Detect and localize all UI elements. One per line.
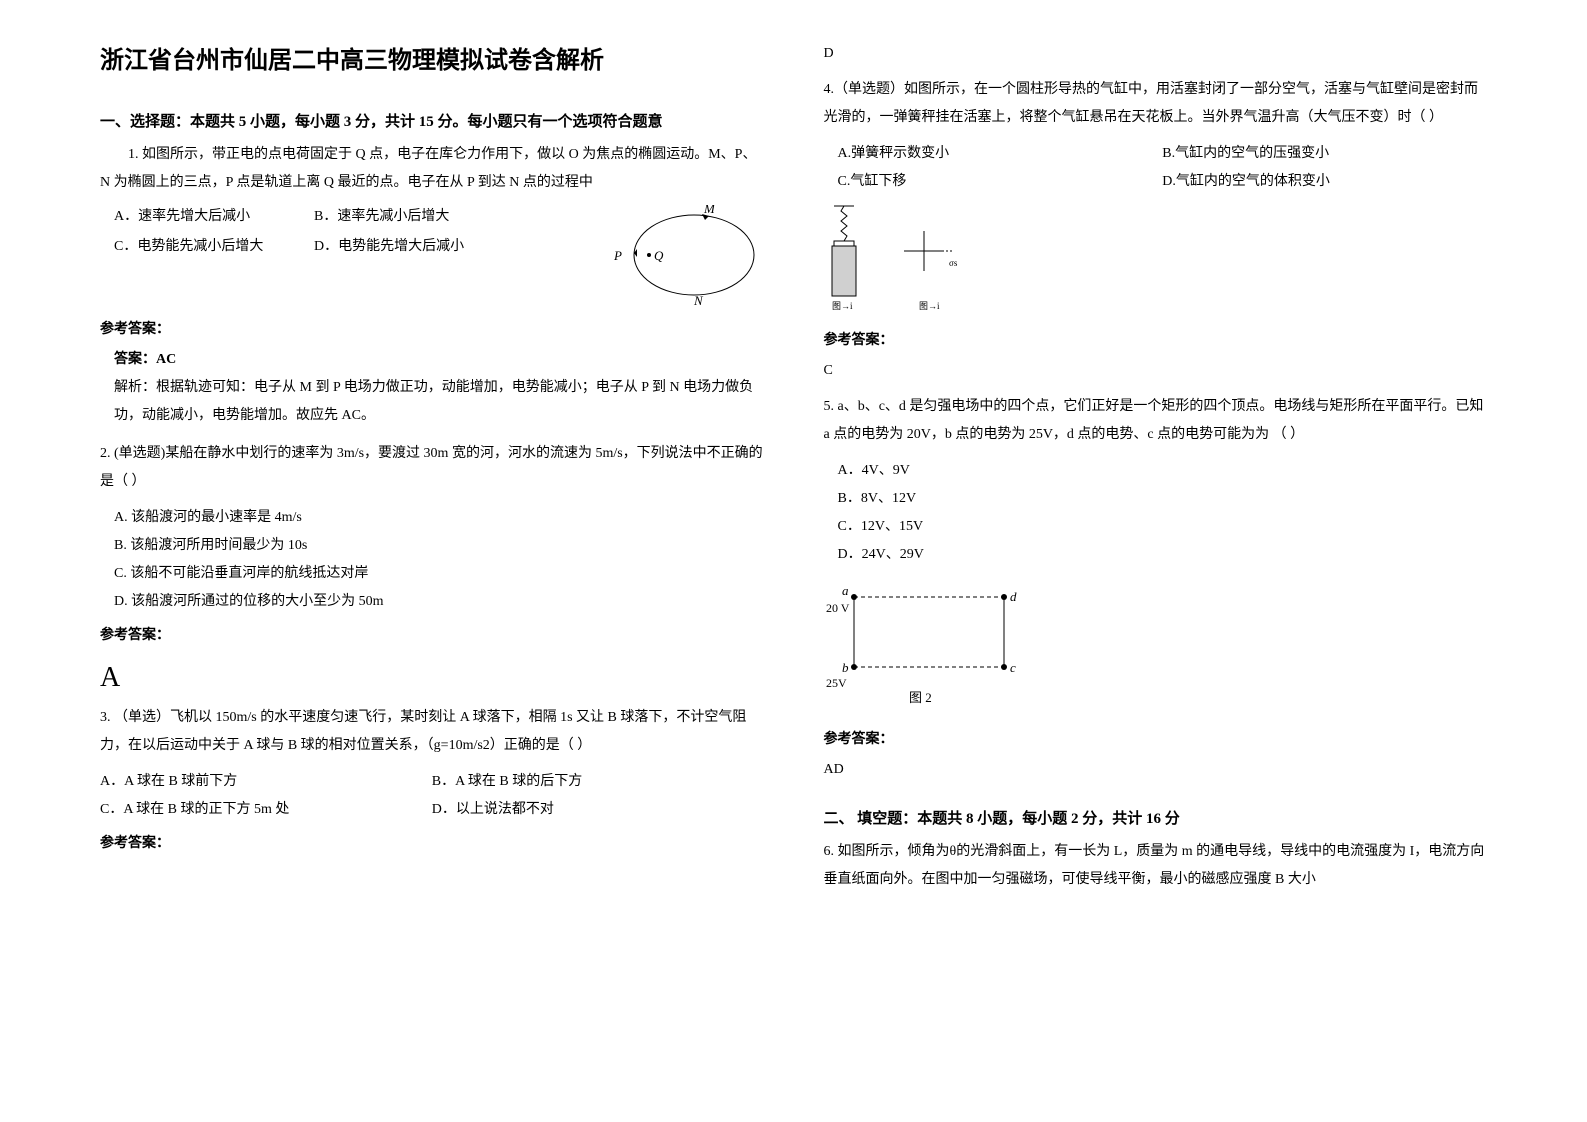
svg-text:σs: σs: [949, 258, 958, 268]
q5-answer-label: 参考答案：: [824, 728, 1488, 748]
q4-figure: 图→i σs 图→i: [824, 201, 1488, 316]
q2-optC: C. 该船不可能沿垂直河岸的航线抵达对岸: [114, 560, 764, 588]
q4-text: 4.（单选题）如图所示，在一个圆柱形导热的气缸中，用活塞封闭了一部分空气，活塞与…: [824, 76, 1488, 132]
q5-label-d: d: [1010, 589, 1017, 604]
q1-answer-label: 参考答案：: [100, 318, 764, 338]
q2-optA: A. 该船渡河的最小速率是 4m/s: [114, 504, 764, 532]
q4-answer: C: [824, 357, 1488, 385]
section1-header: 一、选择题：本题共 5 小题，每小题 3 分，共计 15 分。每小题只有一个选项…: [100, 110, 764, 131]
q5-label-b: b: [842, 660, 849, 675]
q3-text: 3. （单选）飞机以 150m/s 的水平速度匀速飞行，某时刻让 A 球落下，相…: [100, 704, 764, 760]
q5-optA: A．4V、9V: [838, 457, 1488, 485]
q5-label-c: c: [1010, 660, 1016, 675]
q4-fig-right-label: 图→i: [919, 301, 940, 311]
q5-optC: C．12V、15V: [838, 513, 1488, 541]
q4-optD: D.气缸内的空气的体积变小: [1162, 168, 1487, 196]
q1-optC: C．电势能先减小后增大: [114, 235, 294, 255]
q3-optC: C．A 球在 B 球的正下方 5m 处: [100, 796, 432, 824]
q2-text: 2. (单选题)某船在静水中划行的速率为 3m/s，要渡过 30m 宽的河，河水…: [100, 440, 764, 496]
q5-label-25v: 25V: [826, 676, 847, 690]
q1-optD: D．电势能先增大后减小: [314, 235, 494, 255]
q1-figure: P Q M N: [604, 205, 764, 310]
q4-answer-label: 参考答案：: [824, 329, 1488, 349]
section2-header: 二、 填空题：本题共 8 小题，每小题 2 分，共计 16 分: [824, 807, 1488, 828]
q5-caption: 图 2: [909, 690, 932, 705]
q5-label-20v: 20 V: [826, 601, 850, 615]
q6-text: 6. 如图所示，倾角为θ的光滑斜面上，有一长为 L，质量为 m 的通电导线，导线…: [824, 838, 1488, 894]
q2-optB: B. 该船渡河所用时间最少为 10s: [114, 532, 764, 560]
q3-optB: B．A 球在 B 球的后下方: [432, 768, 764, 796]
q1-label-M: M: [703, 205, 716, 216]
q5-optD: D．24V、29V: [838, 541, 1488, 569]
q1-figure-row: A．速率先增大后减小 B．速率先减小后增大 C．电势能先减小后增大 D．电势能先…: [100, 205, 764, 310]
q1-optB: B．速率先减小后增大: [314, 205, 494, 225]
right-column: D 4.（单选题）如图所示，在一个圆柱形导热的气缸中，用活塞封闭了一部分空气，活…: [824, 40, 1488, 1082]
q4-optC: C.气缸下移: [838, 168, 1163, 196]
q5-optB: B．8V、12V: [838, 485, 1488, 513]
q1-label-Q: Q: [654, 248, 664, 263]
paper-title: 浙江省台州市仙居二中高三物理模拟试卷含解析: [100, 40, 764, 75]
q5-label-a: a: [842, 583, 849, 598]
q5-text: 5. a、b、c、d 是匀强电场中的四个点，它们正好是一个矩形的四个顶点。电场线…: [824, 393, 1488, 449]
q3-optD: D．以上说法都不对: [432, 796, 764, 824]
q2-optD: D. 该船渡河所通过的位移的大小至少为 50m: [114, 588, 764, 616]
q4-optA: A.弹簧秤示数变小: [838, 140, 1163, 168]
q4-optB: B.气缸内的空气的压强变小: [1162, 140, 1487, 168]
q1-label-N: N: [693, 293, 704, 305]
q4-fig-left-label: 图→i: [832, 301, 853, 311]
q1-explanation: 解析：根据轨迹可知：电子从 M 到 P 电场力做正功，动能增加，电势能减小；电子…: [114, 374, 764, 430]
q3-answer-label: 参考答案：: [100, 832, 764, 852]
q1-answer: 答案：AC: [114, 346, 764, 374]
q3-optA: A．A 球在 B 球前下方: [100, 768, 432, 796]
q1-optA: A．速率先增大后减小: [114, 205, 294, 225]
q1-label-P: P: [613, 248, 622, 263]
q1-text: 1. 如图所示，带正电的点电荷固定于 Q 点，电子在库仑力作用下，做以 O 为焦…: [100, 141, 764, 197]
q2-answer: A: [100, 662, 764, 694]
q3-answer: D: [824, 40, 1488, 68]
q5-answer: AD: [824, 756, 1488, 784]
q5-figure: a d b c 20 V 25V 图 2: [824, 577, 1488, 712]
left-column: 浙江省台州市仙居二中高三物理模拟试卷含解析 一、选择题：本题共 5 小题，每小题…: [100, 40, 764, 1082]
q2-answer-label: 参考答案：: [100, 624, 764, 644]
